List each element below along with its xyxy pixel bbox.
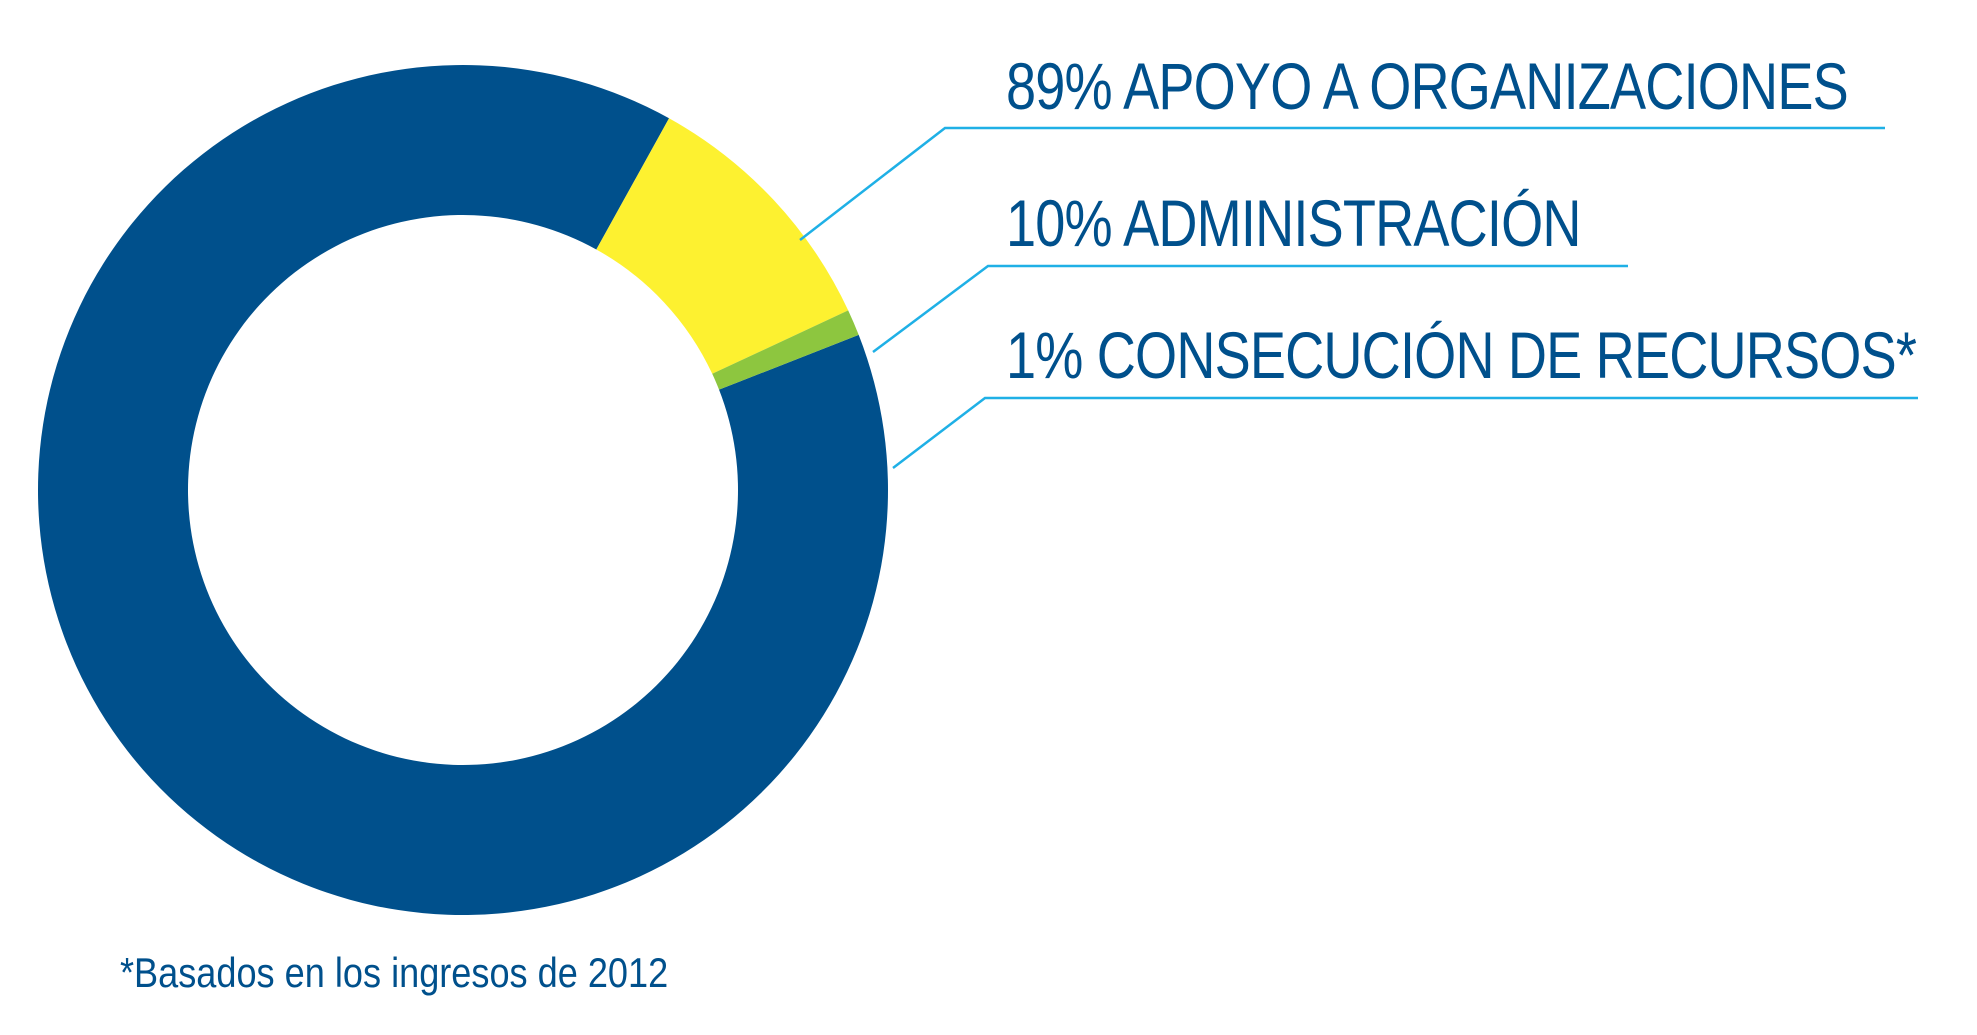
footnote: *Basados en los ingresos de 2012 — [120, 949, 669, 996]
leader-lines-group — [799, 126, 1918, 469]
legend-label-apoyo-organizaciones: 89% APOYO A ORGANIZACIONES — [1006, 49, 1849, 123]
leader-line-administracion — [872, 264, 1628, 354]
leader-line-apoyo-organizaciones — [799, 126, 1885, 241]
leader-line-consecucion-recursos — [892, 396, 1918, 469]
slices-group — [38, 64, 889, 915]
legend-label-consecucion-recursos: 1% CONSECUCIÓN DE RECURSOS* — [1006, 318, 1917, 392]
slice-apoyo-organizaciones — [38, 64, 889, 915]
legend-label-administracion: 10% ADMINISTRACIÓN — [1006, 186, 1581, 260]
slice-consecucion-recursos — [712, 310, 859, 390]
slice-administracion — [596, 118, 849, 374]
